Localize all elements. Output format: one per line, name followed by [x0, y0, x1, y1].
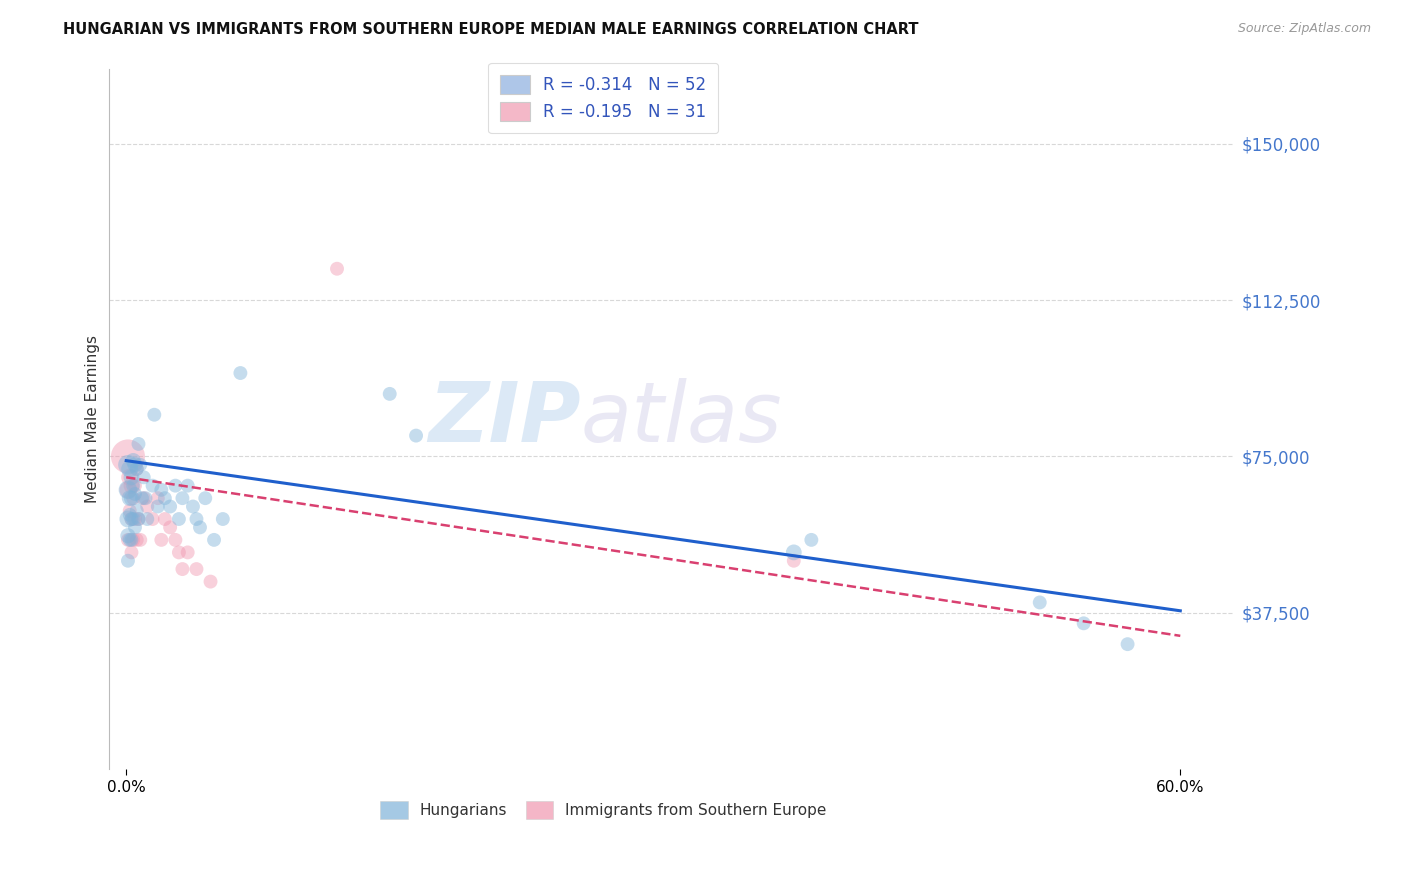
Point — [172, 491, 194, 505]
Point — [122, 512, 145, 526]
Point — [783, 554, 806, 568]
Point — [146, 491, 169, 505]
Point — [122, 533, 145, 547]
Point — [122, 478, 145, 492]
Point — [124, 478, 146, 492]
Point — [122, 491, 145, 505]
Point — [142, 512, 165, 526]
Point — [117, 450, 139, 464]
Point — [117, 512, 139, 526]
Point — [165, 478, 187, 492]
Point — [129, 458, 152, 472]
Point — [118, 533, 141, 547]
Point — [118, 508, 141, 522]
Point — [131, 491, 153, 505]
Point — [118, 470, 141, 484]
Point — [128, 512, 150, 526]
Point — [200, 574, 222, 589]
Point — [118, 462, 141, 476]
Text: ZIP: ZIP — [429, 378, 581, 459]
Point — [202, 533, 225, 547]
Point — [150, 483, 173, 497]
Point — [118, 491, 141, 505]
Point — [188, 520, 211, 534]
Point — [121, 491, 143, 505]
Point — [167, 545, 190, 559]
Point — [378, 387, 401, 401]
Point — [121, 478, 143, 492]
Point — [121, 512, 143, 526]
Point — [128, 437, 150, 451]
Point — [1029, 595, 1052, 609]
Point — [1116, 637, 1139, 651]
Point — [129, 533, 152, 547]
Text: HUNGARIAN VS IMMIGRANTS FROM SOUTHERN EUROPE MEDIAN MALE EARNINGS CORRELATION CH: HUNGARIAN VS IMMIGRANTS FROM SOUTHERN EU… — [63, 22, 918, 37]
Point — [124, 458, 146, 472]
Point — [146, 500, 169, 514]
Point — [194, 491, 217, 505]
Point — [135, 491, 157, 505]
Point — [186, 512, 208, 526]
Point — [181, 500, 204, 514]
Point — [800, 533, 823, 547]
Point — [125, 462, 148, 476]
Legend: Hungarians, Immigrants from Southern Europe: Hungarians, Immigrants from Southern Eur… — [374, 795, 832, 825]
Point — [128, 512, 150, 526]
Point — [153, 512, 176, 526]
Point — [125, 462, 148, 476]
Point — [176, 478, 198, 492]
Point — [143, 408, 166, 422]
Point — [142, 478, 165, 492]
Point — [159, 520, 181, 534]
Point — [1073, 616, 1095, 631]
Point — [121, 545, 143, 559]
Point — [125, 504, 148, 518]
Point — [121, 512, 143, 526]
Point — [176, 545, 198, 559]
Point — [117, 529, 139, 543]
Y-axis label: Median Male Earnings: Median Male Earnings — [86, 334, 100, 503]
Point — [136, 512, 159, 526]
Point — [121, 533, 143, 547]
Point — [124, 520, 146, 534]
Text: atlas: atlas — [581, 378, 783, 459]
Point — [229, 366, 252, 380]
Point — [118, 504, 141, 518]
Point — [211, 512, 233, 526]
Point — [326, 261, 349, 276]
Point — [405, 428, 427, 442]
Point — [165, 533, 187, 547]
Point — [783, 545, 806, 559]
Point — [150, 533, 173, 547]
Point — [153, 491, 176, 505]
Point — [132, 470, 155, 484]
Point — [167, 512, 190, 526]
Point — [172, 562, 194, 576]
Point — [117, 483, 139, 497]
Point — [132, 491, 155, 505]
Point — [117, 554, 139, 568]
Point — [117, 533, 139, 547]
Point — [117, 458, 139, 472]
Point — [186, 562, 208, 576]
Text: Source: ZipAtlas.com: Source: ZipAtlas.com — [1237, 22, 1371, 36]
Point — [117, 483, 139, 497]
Point — [122, 453, 145, 467]
Point — [124, 512, 146, 526]
Point — [124, 487, 146, 501]
Point — [159, 500, 181, 514]
Point — [136, 500, 159, 514]
Point — [121, 470, 143, 484]
Point — [125, 533, 148, 547]
